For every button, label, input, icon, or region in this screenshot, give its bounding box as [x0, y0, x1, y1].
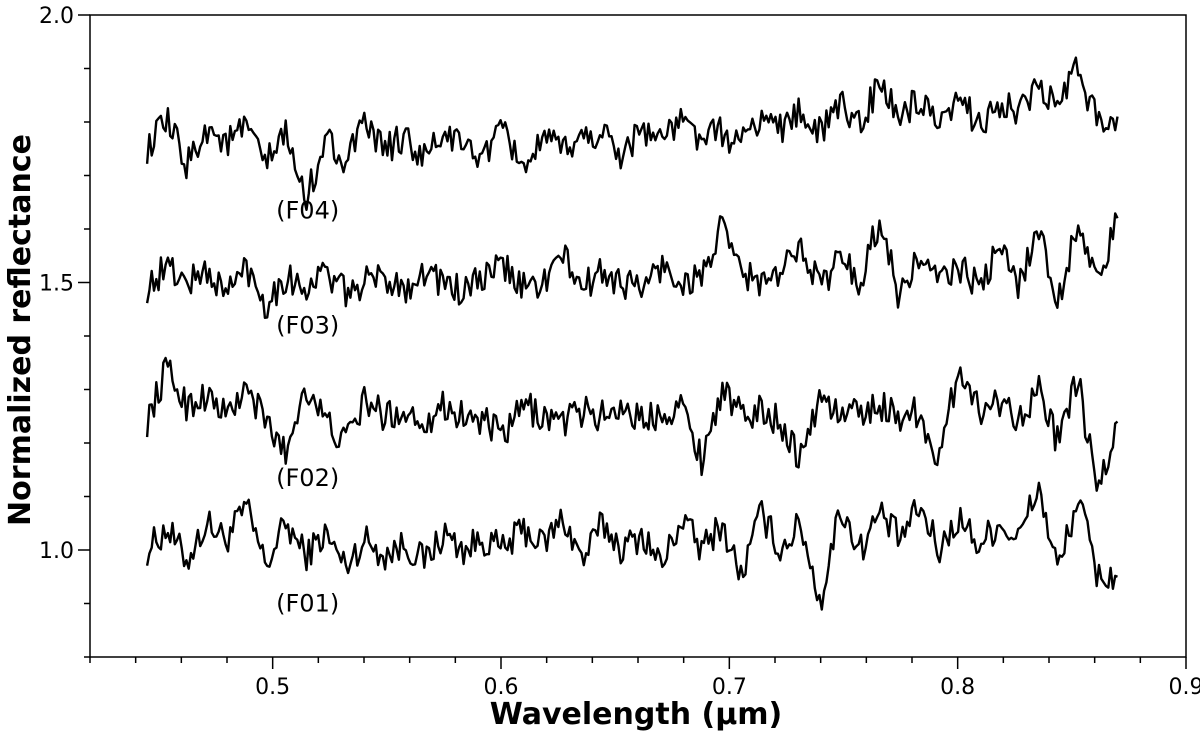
series-label: (F02) [276, 464, 339, 492]
x-tick-label: 0.8 [940, 675, 975, 700]
plot-frame [89, 14, 1187, 658]
x-axis-title: Wavelength (µm) [490, 697, 783, 732]
y-tick-label: 1.5 [39, 272, 74, 297]
series-line-f03 [145, 212, 1119, 319]
series-label: (F01) [276, 590, 339, 618]
y-tick-label: 2.0 [39, 4, 74, 29]
series-label: (F04) [276, 196, 339, 224]
series-line-f01 [145, 481, 1118, 611]
y-tick-label: 1.0 [39, 539, 74, 564]
series-line-f02 [145, 356, 1119, 492]
x-tick-label: 0.7 [712, 675, 747, 700]
series-group [145, 56, 1119, 611]
series-line-f04 [145, 56, 1119, 212]
axis-ticks: 0.5 0.6 0.7 0.8 0.9 1.0 1.5 2.0 [39, 4, 1200, 700]
labels-group: (F01) (F02) (F03) (F04) [276, 196, 339, 617]
series-label: (F03) [276, 311, 339, 339]
x-tick-label: 0.9 [1169, 675, 1200, 700]
x-tick-label: 0.5 [255, 675, 290, 700]
y-axis-title: Normalized reflectance [3, 134, 38, 526]
x-tick-label: 0.6 [484, 675, 519, 700]
